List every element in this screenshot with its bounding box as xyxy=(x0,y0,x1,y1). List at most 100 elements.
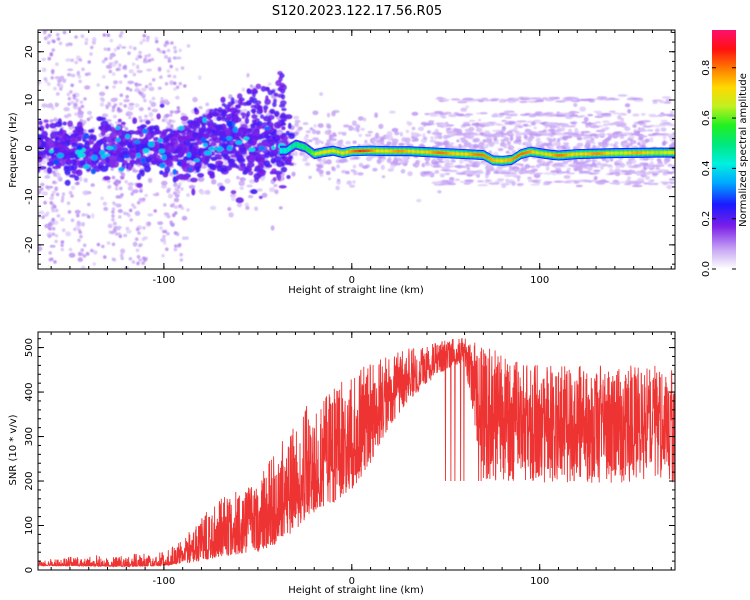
ridge-core xyxy=(487,156,489,159)
ridge-core xyxy=(335,150,337,153)
spectrogram-cell xyxy=(571,133,580,136)
spectrogram-cell xyxy=(253,89,258,94)
spectrogram-cell xyxy=(31,227,35,231)
spectrogram-cell xyxy=(181,131,187,136)
spectrogram-cell xyxy=(328,137,333,141)
spectrogram-cell xyxy=(183,140,190,145)
spectrogram-cell xyxy=(497,171,504,174)
spectrogram-cell xyxy=(47,56,52,61)
spectrogram-cell xyxy=(123,99,130,103)
spectrogram-cell xyxy=(161,180,168,186)
spectrogram-cell xyxy=(140,157,147,164)
spectrogram-cell xyxy=(147,133,152,141)
spectrogram-cell xyxy=(526,171,533,174)
spectrogram-cell xyxy=(433,110,444,114)
spectrogram-cell xyxy=(496,123,504,127)
spectrogram-cell xyxy=(381,175,386,179)
spectrogram-cell xyxy=(127,163,133,171)
spectrogram-cell xyxy=(118,34,123,38)
spectrogram-cell xyxy=(241,158,246,163)
spectrogram-cell xyxy=(116,149,122,155)
spectrogram-cell xyxy=(374,112,378,118)
spectrogram-cell xyxy=(467,160,474,164)
spectrogram-cell xyxy=(188,184,196,189)
spectrogram-cell xyxy=(121,46,127,49)
spectrogram-cell xyxy=(78,58,83,62)
spectrogram-cell xyxy=(156,113,161,120)
spectrogram-cell xyxy=(47,82,51,86)
spectrogram-cell xyxy=(655,167,661,170)
spectrogram-cell xyxy=(380,142,385,147)
spectrogram-cell xyxy=(509,135,514,142)
spectrogram-cell xyxy=(182,236,186,240)
spectrogram-cell xyxy=(49,244,56,248)
spectrogram-cell xyxy=(417,126,425,131)
spectrogram-cell xyxy=(375,132,380,138)
spectrogram-cell xyxy=(520,113,529,117)
spectrogram-cell xyxy=(242,102,247,106)
spectrogram-cell xyxy=(532,113,542,116)
spectrogram-cell xyxy=(587,165,593,172)
spectrogram-cell xyxy=(103,255,107,259)
spectrogram-cell xyxy=(90,168,96,175)
spectrogram-cell xyxy=(244,117,250,125)
spectrogram-cell xyxy=(108,155,116,160)
spectrogram-cell xyxy=(138,258,142,262)
spectrogram-cell xyxy=(138,107,144,112)
spectrogram-cell xyxy=(59,217,65,222)
spectrogram-cell xyxy=(130,152,135,156)
spectrogram-cell xyxy=(59,75,65,81)
spectrogram-cell xyxy=(532,131,539,135)
spectrogram-cell xyxy=(612,112,620,115)
spectrogram-cell xyxy=(138,8,142,13)
spectrogram-cell xyxy=(649,137,654,143)
spectrogram-cell xyxy=(103,176,111,181)
ridge-core xyxy=(310,150,312,153)
spectrogram-cell xyxy=(631,184,643,188)
spectrogram-cell xyxy=(573,160,579,165)
spectrogram-cell xyxy=(645,175,650,180)
spectrogram-cell xyxy=(108,159,116,167)
spectrogram-cell xyxy=(566,179,577,183)
spectrogram-cell xyxy=(614,162,621,166)
spectrogram-cell xyxy=(516,120,527,123)
spectrogram-cell xyxy=(583,116,589,122)
spectrogram-cell xyxy=(106,143,113,147)
spectrogram-cell xyxy=(139,119,143,123)
spectrogram-cell xyxy=(187,159,192,164)
spectrogram-cell xyxy=(275,80,282,87)
ridge-core xyxy=(405,150,407,153)
spectrogram-cell xyxy=(108,69,113,74)
spectrogram-cell xyxy=(556,133,568,136)
spectrogram-cell xyxy=(80,104,85,109)
spectrogram-cell xyxy=(341,131,347,136)
spectrogram-cell xyxy=(245,205,250,210)
spectrogram-cell xyxy=(473,143,479,149)
spectrogram-cell xyxy=(465,105,470,109)
spectrogram-cell xyxy=(250,126,255,133)
spectrogram-cell xyxy=(109,52,116,58)
ridge-core xyxy=(351,150,353,153)
spectrogram-cell xyxy=(49,149,54,154)
spectrogram-cell xyxy=(163,240,167,245)
spectrogram-cell xyxy=(124,139,130,146)
spectrogram-cell xyxy=(186,44,191,48)
spectrogram-cell xyxy=(552,172,557,176)
spectrogram-cell xyxy=(394,131,400,136)
spectrogram-cell xyxy=(202,133,208,138)
spectrogram-cell xyxy=(46,167,53,174)
spectrogram-cell xyxy=(117,232,122,236)
ridge-core xyxy=(458,152,460,155)
spectrogram-cell xyxy=(275,160,284,168)
spectrogram-cell xyxy=(176,106,181,110)
spectrogram-cell xyxy=(514,130,520,133)
spectrogram-cell xyxy=(138,90,142,95)
ridge-core xyxy=(355,149,357,153)
spectrogram-cell xyxy=(83,97,87,101)
spectrogram-cell xyxy=(142,148,150,154)
spectrogram-cell xyxy=(166,214,171,219)
spectrogram-cell xyxy=(173,247,178,252)
spectrogram-cell xyxy=(511,98,520,102)
spectrogram-cell xyxy=(647,129,654,132)
spectrogram-cell xyxy=(345,170,350,175)
